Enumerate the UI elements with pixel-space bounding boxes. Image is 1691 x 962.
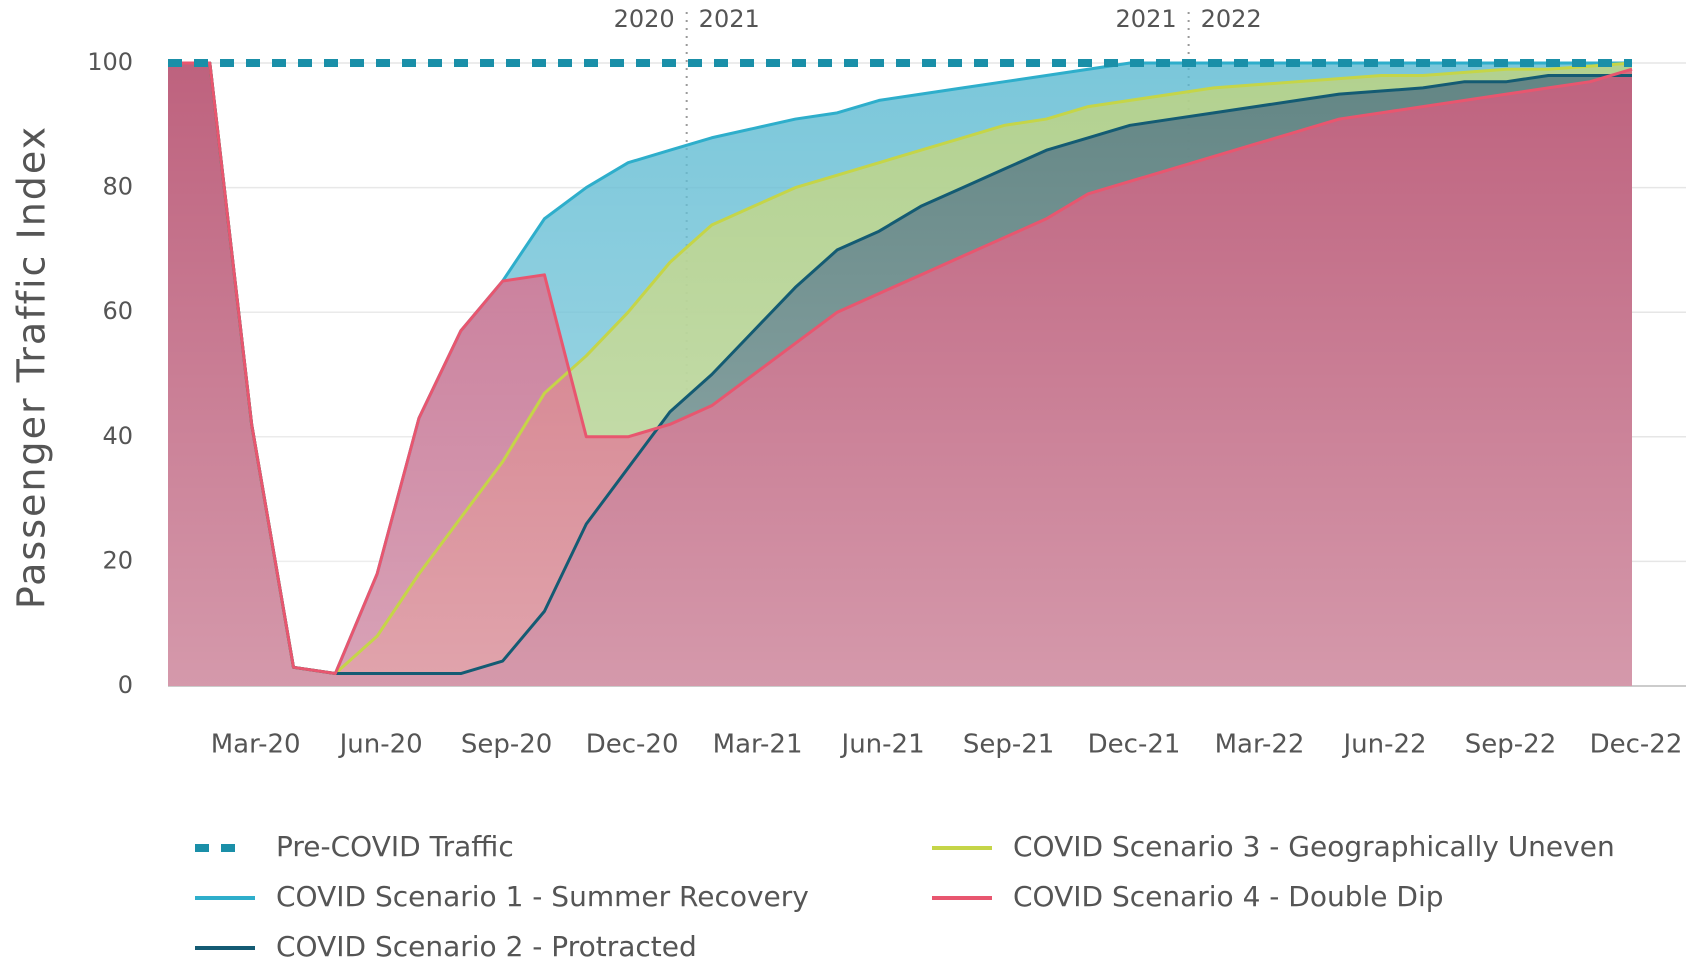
- x-tick-label: Mar-22: [1215, 730, 1305, 760]
- annotation: 2021: [1116, 5, 1177, 33]
- x-tick-label: Mar-21: [713, 730, 803, 760]
- legend-label: COVID Scenario 3 - Geographically Uneven: [1013, 830, 1615, 863]
- y-tick-label: 0: [118, 671, 133, 699]
- y-axis-label: Passenger Traffic Index: [10, 125, 54, 609]
- x-tick-label: Sep-20: [461, 730, 552, 760]
- annotation: 2022: [1201, 5, 1262, 33]
- x-tick-label: Jun-22: [1341, 730, 1426, 760]
- legend-label: COVID Scenario 1 - Summer Recovery: [276, 880, 809, 913]
- line: [168, 61, 1633, 676]
- x-tick-label: Sep-22: [1465, 730, 1556, 760]
- y-tick-label: 80: [102, 173, 133, 201]
- legend-label: COVID Scenario 2 - Protracted: [276, 930, 697, 962]
- x-tick-label: Jun-20: [338, 730, 423, 760]
- line: [168, 61, 1633, 676]
- annotation: 2020: [614, 5, 675, 33]
- legend-label: Pre-COVID Traffic: [276, 830, 514, 863]
- x-tick-label: Jun-21: [840, 730, 925, 760]
- annotation: 2021: [699, 5, 760, 33]
- y-tick-label: 20: [102, 546, 133, 574]
- x-tick-label: Dec-22: [1590, 730, 1683, 760]
- x-tick-label: Dec-20: [586, 730, 679, 760]
- line: [168, 61, 1632, 676]
- legend-label: COVID Scenario 4 - Double Dip: [1013, 880, 1444, 913]
- y-tick-label: 100: [87, 48, 133, 76]
- y-tick-label: 60: [102, 297, 133, 325]
- y-tick-label: 40: [102, 422, 133, 450]
- x-tick-label: Dec-21: [1088, 730, 1181, 760]
- x-tick-label: Mar-20: [211, 730, 301, 760]
- x-tick-label: Sep-21: [963, 730, 1054, 760]
